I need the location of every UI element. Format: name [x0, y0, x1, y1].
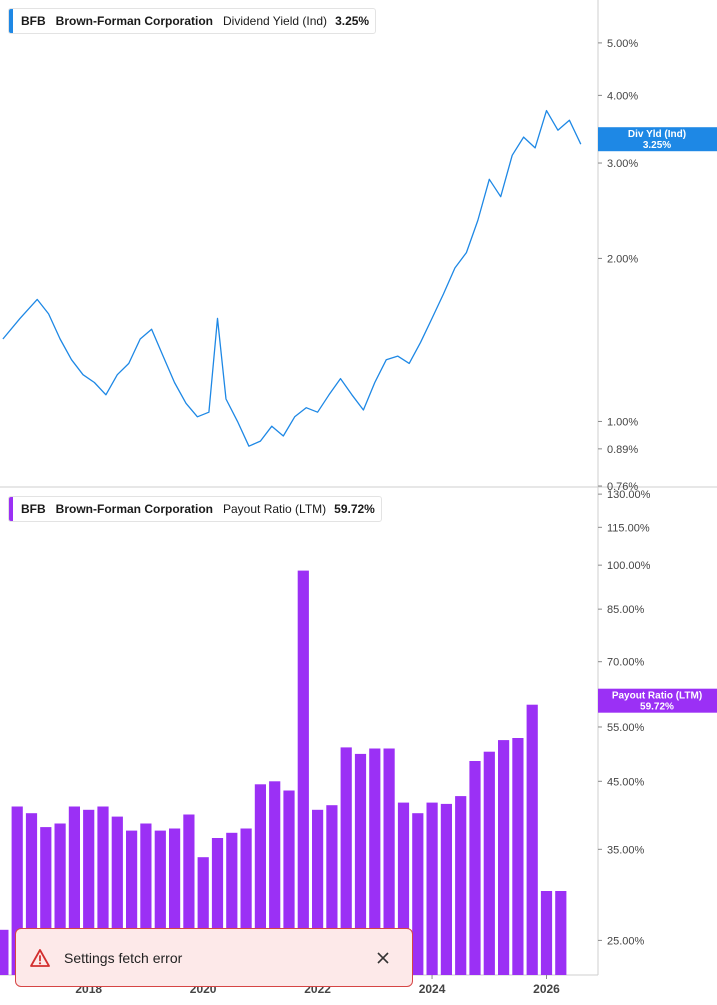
y-tick-label: 5.00%	[607, 38, 638, 50]
payout-ratio-bar	[312, 809, 324, 975]
payout-ratio-bar	[297, 570, 309, 975]
payout-ratio-bar	[426, 802, 438, 975]
y-tick-label: 100.00%	[607, 560, 651, 572]
payout-ratio-bar	[211, 838, 224, 975]
legend-symbol: BFB	[21, 14, 46, 28]
legend-company: Brown-Forman Corporation	[55, 14, 213, 28]
legend-metric: Payout Ratio (LTM)	[223, 502, 327, 516]
badge-series-name: Div Yld (Ind)	[628, 129, 686, 140]
payout-ratio-bar	[11, 806, 23, 975]
current-value-badges: Div Yld (Ind)3.25% Payout Ratio (LTM)59.7…	[598, 127, 717, 713]
payout-ratio-bar	[498, 740, 510, 975]
payout-ratio-bar	[68, 806, 80, 975]
series-color-swatch	[9, 497, 13, 521]
dividend-yield-badge: Div Yld (Ind)3.25%	[598, 127, 717, 152]
toast-close-button[interactable]	[368, 943, 398, 973]
y-tick-label: 25.00%	[607, 935, 645, 947]
payout-ratio-bar	[126, 830, 138, 975]
payout-ratio-bar	[97, 806, 109, 975]
y-tick-label: 45.00%	[607, 776, 645, 788]
payout-ratio-bar	[254, 784, 266, 975]
x-tick-label: 2024	[419, 982, 446, 996]
y-tick-label: 70.00%	[607, 657, 645, 669]
payout-ratio-bar	[40, 827, 52, 975]
y-tick-label: 35.00%	[607, 844, 645, 856]
payout-ratio-bar	[54, 823, 66, 975]
warning-icon	[30, 948, 50, 967]
y-tick-label: 1.00%	[607, 416, 638, 428]
payout-ratio-bar	[483, 751, 495, 975]
payout-ratio-bar	[512, 738, 524, 975]
dividend-yield-legend[interactable]: BFB Brown-Forman Corporation Dividend Yi…	[8, 8, 377, 34]
payout-ratio-badge: Payout Ratio (LTM)59.72%	[598, 688, 717, 713]
badge-background	[598, 127, 717, 152]
payout-ratio-bar	[526, 704, 538, 975]
badge-background	[598, 688, 717, 713]
legend-company: Brown-Forman Corporation	[55, 502, 213, 516]
payout-ratio-bar	[340, 747, 352, 975]
payout-ratio-bar	[269, 781, 281, 975]
payout-ratio-bar	[111, 816, 123, 975]
payout-ratio-bar	[154, 830, 166, 975]
payout-ratio-bar	[140, 823, 152, 975]
legend-value: 3.25%	[335, 14, 370, 28]
payout-ratio-bar	[440, 803, 452, 975]
payout-ratio-bar	[183, 814, 195, 975]
payout-ratio-bar	[369, 748, 381, 975]
y-tick-label: 55.00%	[607, 722, 645, 734]
legend-symbol: BFB	[21, 502, 46, 516]
payout-ratio-bar	[354, 753, 367, 975]
payout-ratio-bar	[226, 832, 238, 975]
y-tick-label: 85.00%	[607, 604, 645, 616]
dividend-yield-plot	[2, 109, 582, 447]
error-toast: Settings fetch error	[15, 928, 413, 987]
toast-message: Settings fetch error	[64, 949, 183, 966]
dividend-yield-y-axis: 5.00% 4.00% 3.00% 2.00% 1.00% 0.89% 0.76%	[598, 38, 638, 493]
badge-series-name: Payout Ratio (LTM)	[612, 691, 702, 702]
y-tick-label: 0.76%	[607, 481, 638, 493]
payout-ratio-bar	[283, 790, 295, 975]
payout-ratio-bar	[197, 857, 209, 975]
y-tick-label: 0.89%	[607, 444, 638, 456]
badge-series-value: 3.25%	[643, 140, 671, 151]
series-color-swatch	[9, 9, 13, 33]
y-tick-label: 130.00%	[607, 489, 651, 501]
payout-ratio-bar	[326, 805, 338, 975]
payout-ratio-bar	[0, 929, 9, 975]
payout-ratio-bar	[383, 748, 395, 975]
payout-ratio-legend[interactable]: BFB Brown-Forman Corporation Payout Rati…	[8, 496, 382, 522]
payout-ratio-bar	[540, 891, 553, 975]
payout-ratio-y-axis: 130.00% 115.00% 100.00% 85.00% 70.00% 55.00% 4…	[598, 489, 651, 947]
payout-ratio-bar	[412, 813, 424, 975]
payout-ratio-bar	[397, 802, 410, 975]
payout-ratio-bar	[555, 891, 567, 975]
payout-ratio-bar	[469, 761, 481, 975]
payout-ratio-bar	[25, 813, 38, 975]
y-tick-label: 4.00%	[607, 90, 638, 102]
y-tick-label: 115.00%	[607, 522, 650, 534]
close-icon	[377, 951, 389, 964]
payout-ratio-bar	[169, 828, 181, 975]
payout-ratio-bar	[455, 796, 467, 975]
legend-metric: Dividend Yield (Ind)	[223, 14, 328, 28]
badge-series-value: 59.72%	[640, 702, 674, 713]
payout-ratio-bar	[83, 809, 95, 975]
x-tick-label: 2026	[533, 982, 560, 996]
dividend-yield-line	[2, 109, 582, 447]
legend-value: 59.72%	[334, 502, 375, 516]
payout-ratio-bar	[240, 828, 252, 975]
y-tick-label: 3.00%	[607, 158, 638, 170]
y-tick-label: 2.00%	[607, 253, 638, 265]
payout-ratio-plot	[0, 570, 567, 975]
